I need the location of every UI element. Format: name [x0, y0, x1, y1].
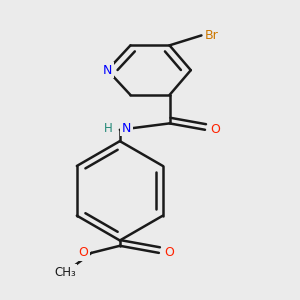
Text: O: O [79, 246, 88, 260]
Text: N: N [122, 122, 131, 134]
Text: O: O [164, 246, 174, 260]
Text: N: N [103, 64, 112, 77]
Text: H: H [104, 122, 113, 134]
Text: O: O [210, 123, 220, 136]
Text: Br: Br [205, 29, 219, 42]
Text: CH₃: CH₃ [54, 266, 76, 279]
